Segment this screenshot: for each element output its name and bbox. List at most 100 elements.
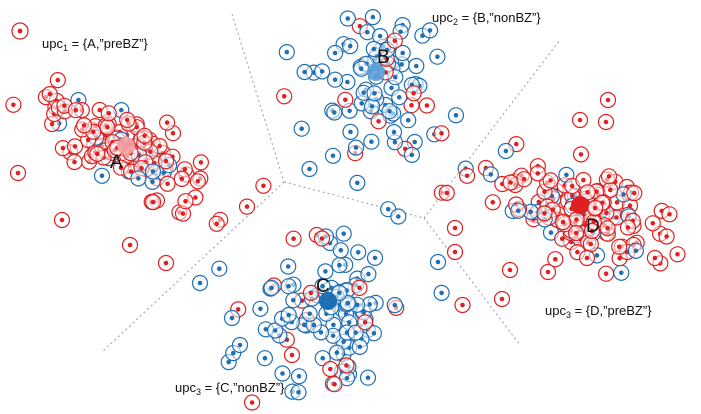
- data-point-dot: [332, 77, 338, 82]
- data-point-dot: [320, 355, 326, 361]
- data-point-dot: [344, 363, 349, 368]
- data-point-dot: [362, 320, 368, 325]
- data-point-dot: [528, 209, 533, 215]
- data-point-dot: [62, 103, 67, 109]
- data-point-dot: [392, 38, 398, 43]
- data-point-dot: [332, 50, 338, 56]
- data-point-dot: [72, 159, 77, 165]
- legend-marker-dot: [17, 28, 23, 34]
- data-point-dot: [331, 322, 336, 328]
- data-point-dot: [605, 226, 610, 231]
- data-point-dot: [286, 283, 291, 289]
- data-point-dot: [76, 97, 81, 103]
- centroid-a: [117, 137, 135, 155]
- data-point-dot: [334, 350, 340, 355]
- data-point-dot: [226, 359, 231, 365]
- data-point-dot: [553, 256, 558, 262]
- data-point-dot: [261, 183, 266, 189]
- data-point-dot: [664, 234, 669, 239]
- separator-line: [231, 13, 285, 183]
- data-point-dot: [366, 271, 371, 277]
- data-point-dot: [296, 374, 302, 379]
- data-point-dot: [81, 123, 87, 128]
- data-point-dot: [588, 241, 594, 247]
- data-point-dot: [353, 145, 359, 150]
- data-point-dot: [617, 255, 622, 261]
- data-point-dot: [142, 133, 147, 139]
- data-point-dot: [367, 302, 373, 307]
- data-point-dot: [341, 231, 347, 236]
- data-point-dot: [507, 267, 513, 273]
- data-point-dot: [105, 124, 110, 130]
- data-point-dot: [347, 43, 353, 49]
- data-point-dot: [389, 85, 394, 91]
- data-point-dot: [150, 179, 155, 185]
- separator-line: [423, 39, 561, 219]
- data-point-dot: [60, 145, 66, 151]
- data-point-dot: [346, 320, 352, 325]
- data-point-dot: [385, 206, 391, 212]
- data-point-dot: [371, 46, 377, 52]
- data-point-dot: [139, 165, 144, 171]
- data-point-dot: [230, 350, 236, 356]
- data-point-dot: [398, 29, 403, 35]
- data-point-dot: [91, 129, 96, 135]
- data-point-dot: [359, 101, 365, 106]
- data-point-dot: [650, 221, 656, 226]
- data-point-dot: [503, 148, 509, 154]
- data-point-dot: [355, 250, 361, 255]
- data-point-dot: [536, 199, 542, 205]
- data-point-dot: [136, 176, 141, 181]
- data-point-dot: [332, 381, 337, 387]
- data-point-dot: [414, 63, 419, 69]
- data-point-dot: [330, 153, 336, 159]
- data-point-dot: [320, 283, 325, 289]
- data-point-dot: [399, 62, 405, 67]
- data-point-dot: [361, 90, 366, 96]
- data-point-dot: [348, 129, 353, 135]
- data-point-dot: [608, 187, 613, 193]
- data-point-dot: [400, 50, 406, 56]
- data-point-dot: [99, 173, 105, 179]
- data-point-dot: [444, 190, 450, 196]
- data-point-dot: [409, 152, 415, 158]
- data-point-dot: [164, 120, 170, 125]
- data-point-dot: [548, 230, 554, 235]
- data-point-dot: [148, 149, 153, 154]
- cluster-label-b: B: [377, 47, 390, 68]
- centroid-d: [571, 196, 589, 214]
- data-point-dot: [332, 110, 337, 115]
- centroid-b: [367, 63, 385, 81]
- separator-line: [423, 217, 521, 346]
- data-point-dot: [384, 47, 390, 53]
- data-point-dot: [535, 171, 541, 176]
- cluster-label-a: A: [110, 152, 123, 173]
- data-point-dot: [157, 143, 162, 149]
- data-point-dot: [409, 102, 414, 108]
- data-point-dot: [577, 117, 583, 123]
- data-point-dot: [464, 173, 470, 179]
- centroids: [117, 63, 589, 310]
- data-point-dot: [263, 327, 269, 332]
- data-point-dot: [180, 211, 186, 216]
- data-point-dot: [435, 259, 441, 265]
- data-point-dot: [345, 16, 351, 21]
- data-point-dot: [392, 140, 398, 145]
- data-point-dot: [319, 69, 325, 74]
- data-point-dot: [574, 217, 579, 222]
- data-point-dot: [584, 255, 590, 261]
- data-point-dot: [272, 328, 278, 333]
- data-point-dot: [11, 102, 16, 108]
- data-point-dot: [392, 302, 398, 308]
- data-point-dot: [515, 208, 521, 214]
- data-point-dot: [217, 266, 222, 272]
- data-point-dot: [585, 190, 590, 195]
- data-point-dot: [124, 117, 130, 123]
- data-point-dot: [170, 130, 176, 136]
- data-point-dot: [235, 307, 241, 312]
- data-point-dot: [581, 177, 586, 183]
- data-point-dot: [569, 193, 575, 199]
- separator-line: [101, 181, 285, 353]
- data-point-dot: [311, 322, 317, 328]
- data-point-dot: [330, 333, 336, 339]
